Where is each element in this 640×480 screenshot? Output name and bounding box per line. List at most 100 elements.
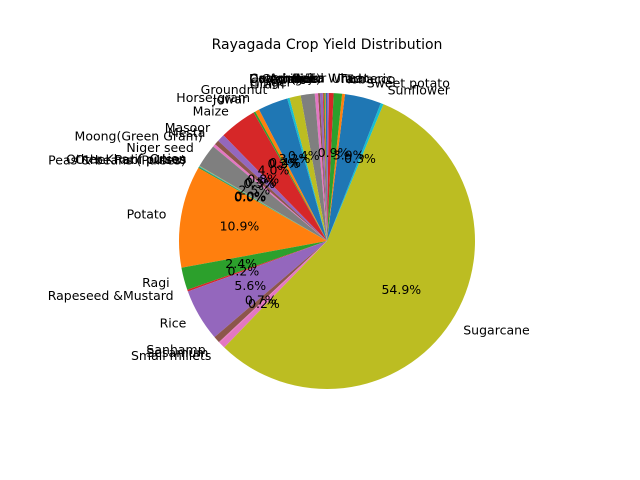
slice-percent-gram: 0.4% — [288, 148, 320, 163]
slice-percent-rice: 5.6% — [234, 278, 266, 293]
pie-slice-arhar-tur — [325, 93, 327, 241]
pie-slice-jowar — [253, 111, 327, 241]
slice-label-bajra: Bajra — [292, 71, 325, 86]
slice-label-groundnut: Groundnut — [201, 82, 268, 97]
slice-percent-groundnut: 3.2% — [279, 151, 311, 166]
slice-percent-sweet-potato: 3.9% — [333, 147, 365, 162]
pie-slice-niger-seed — [199, 146, 327, 241]
slice-percent-sanhamp: 0.7% — [245, 293, 277, 308]
slice-label-wheat: Wheat — [328, 71, 369, 86]
slice-percent-other-rabi-pulses: 0.0% — [234, 189, 266, 204]
pie-slice-tobacco — [327, 93, 345, 241]
slice-label-tobacco: Tobacco — [344, 72, 395, 87]
slice-label-ginger: Ginger — [250, 75, 293, 90]
pie-slice-groundnut — [258, 98, 327, 241]
pie-slice-gram — [287, 97, 327, 241]
slice-percent-sunflower: 0.3% — [344, 151, 376, 166]
pie-slice-sunflower — [327, 103, 384, 241]
slice-percent-rapeseed-mustard: 0.2% — [227, 263, 259, 278]
slice-label-horse-gram: Horse-gram — [176, 90, 250, 105]
pie-slice-sweet-potato — [327, 94, 381, 241]
slice-label-sesamum: Sesamum — [146, 345, 208, 360]
slice-percent-horse-gram: 0.4% — [269, 155, 301, 170]
slice-percent-masoor: 0.8% — [247, 172, 279, 187]
slice-label-dry-ginger: Dry ginger — [249, 71, 316, 86]
pie-slice-cotton-lint — [319, 93, 327, 242]
slice-percent-ragi: 2.4% — [225, 256, 257, 271]
pie-slice-peas-beans-pulses — [198, 167, 327, 241]
slice-percent-mesta: 0.5% — [245, 174, 277, 189]
slice-percent-small-millets: 0.2% — [248, 296, 280, 311]
slice-label-maize: Maize — [193, 104, 229, 119]
slice-percent-potato: 10.9% — [220, 219, 260, 234]
slice-label-small-millets: Small millets — [131, 348, 211, 363]
slice-label-sugarcane: Sugarcane — [463, 323, 530, 338]
slice-percent-niger-seed: 2.5% — [238, 182, 270, 197]
slice-label-mesta: Mesta — [168, 125, 206, 140]
slice-label-coriander: Coriander — [261, 71, 323, 86]
pie-slice-urad — [327, 93, 334, 242]
slices-layer — [178, 93, 475, 389]
slice-label-jowar: Jowar — [212, 92, 248, 107]
pie-slice-sugarcane — [224, 104, 475, 389]
pie-slice-sanhamp — [214, 241, 327, 343]
pie-slice-horse-gram — [255, 109, 327, 241]
slice-label-potato: Potato — [127, 206, 167, 221]
slice-label-sanhamp: Sanhamp — [146, 342, 205, 357]
slice-label-rice: Rice — [160, 316, 187, 331]
slice-percent-onion: 0.0% — [235, 189, 267, 204]
slice-label-castor-seed: Castor seed — [249, 71, 323, 86]
pie-slice-rice — [187, 241, 327, 338]
chart-title: Rayagada Crop Yield Distribution — [212, 37, 443, 53]
slice-percent-sugarcane: 54.9% — [381, 282, 421, 297]
slice-label-gram: Gram — [250, 76, 285, 91]
slice-label-other-rabi-pulses: Other Rabi pulses — [75, 152, 186, 167]
pie-slice-masoor — [218, 135, 327, 241]
slice-label-rapeseed-mustard: Rapeseed &Mustard — [48, 288, 174, 303]
slice-percent-moong-green-gram: 0.3% — [243, 176, 275, 191]
slice-label-arhar-tur: Arhar/Tur — [269, 71, 327, 86]
pie-slice-dry-ginger — [314, 93, 327, 241]
slice-percent-jowar: 0.2% — [268, 156, 300, 171]
slice-label-ragi: Ragi — [142, 275, 169, 290]
slice-label-turmeric: Turmeric — [338, 71, 393, 86]
slice-label-urad: Urad — [332, 71, 362, 86]
slice-label-cotton-lint: Cotton(lint) — [249, 71, 320, 86]
slice-label-dry-chillies: Dry chillies — [249, 71, 318, 86]
slice-label-onion: Onion — [150, 151, 187, 166]
pie-slice-ragi — [181, 241, 327, 290]
slice-percent-other-kharif-pulses: 0.0% — [234, 189, 266, 204]
slice-label-garlic: Garlic — [269, 72, 305, 87]
pie-slice-maize — [223, 112, 327, 241]
pie-slice-coriander — [322, 93, 327, 241]
slice-label-masoor: Masoor — [165, 120, 211, 135]
pie-slice-moong-green-gram — [213, 144, 327, 241]
slice-percent-peas-beans-pulses: 0.0% — [234, 189, 266, 204]
pie-slice-bajra — [324, 93, 327, 241]
pie-slice-potato — [178, 167, 327, 268]
pie-slice-other-kharif-pulses — [199, 166, 327, 241]
pie-slice-rapeseed-mustard — [187, 241, 327, 292]
pie-slice-turmeric — [327, 93, 343, 242]
slice-label-moong-green-gram: Moong(Green Gram) — [75, 128, 203, 143]
pie-slice-wheat — [327, 93, 329, 241]
pie-slice-garlic — [300, 93, 327, 242]
pie-slice-ginger — [289, 95, 327, 241]
slice-label-sweet-potato: Sweet potato — [367, 76, 450, 91]
slice-percent-maize: 4.0% — [258, 163, 290, 178]
pie-slice-other-rabi-pulses — [198, 166, 327, 241]
percent-labels-layer: 0.4%3.2%0.4%0.2%4.0%0.8%0.5%0.3%2.5%0.0%… — [220, 145, 422, 311]
pie-slice-castor-seed — [323, 93, 327, 242]
slice-label-other-kharif-pulses: Other Kharif pulses — [66, 151, 186, 166]
slice-label-sunflower: Sunflower — [388, 82, 451, 97]
pie-slice-small-millets — [219, 241, 327, 348]
slice-label-niger-seed: Niger seed — [126, 140, 193, 155]
pie-slice-onion — [199, 165, 327, 241]
slice-label-peas-beans-pulses: Peas & beans (Pulses) — [48, 153, 186, 168]
pie-slice-dry-chillies — [317, 93, 327, 241]
slice-percent-turmeric: 0.9% — [318, 145, 350, 160]
pie-slice-sesamum — [218, 241, 327, 343]
